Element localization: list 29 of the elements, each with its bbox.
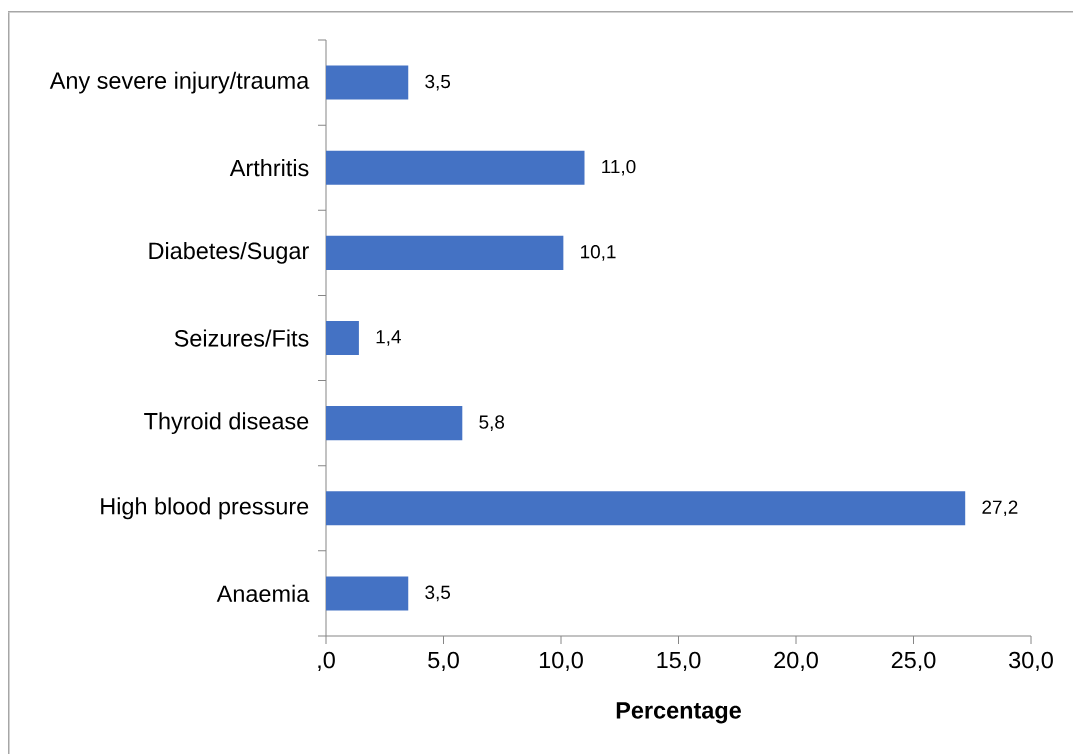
x-tick-label: 25,0 [891,651,936,672]
x-axis-title: Percentage [616,702,741,724]
bar [326,406,463,441]
bar [326,235,564,270]
data-label: 27,2 [982,500,1018,517]
bar [326,576,409,611]
x-tick-label: 10,0 [539,651,583,672]
bar [326,150,585,185]
y-tick-label: Anaemia [216,584,310,603]
data-label: 10,1 [581,245,616,261]
x-tick-label: 30,0 [1009,651,1053,672]
bar [326,320,359,356]
y-tick-label: Arthritis [229,159,309,177]
bar [326,491,966,526]
data-label: 11,0 [602,159,636,176]
x-tick-label: 15,0 [657,651,701,672]
y-tick-label: High blood pressure [101,497,309,520]
data-label: 1,4 [376,330,401,346]
data-label: 5,8 [479,415,505,431]
x-tick-label: 20,0 [774,651,818,672]
y-tick-label: Thyroid disease [144,412,309,435]
y-tick-label: Seizures/Fits [174,329,309,347]
data-label: 3,5 [425,74,451,91]
y-tick-label: Any severe injury/trauma [49,71,310,94]
bar [326,65,409,100]
y-tick-label: Diabetes/Sugar [149,241,309,264]
x-tick-label: 5,0 [428,651,459,672]
x-tick-label: ,0 [318,651,335,672]
data-label: 3,5 [425,585,451,602]
